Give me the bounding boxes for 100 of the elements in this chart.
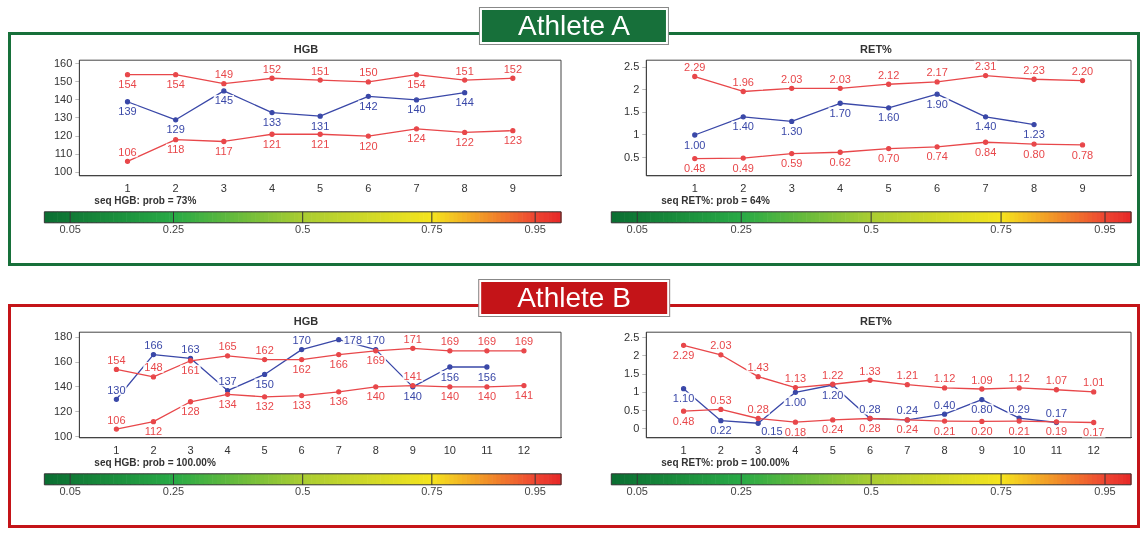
data-label: 154 [166, 78, 185, 91]
x-tick-label: 7 [982, 182, 989, 195]
color-bar-label: 0.05 [626, 485, 648, 498]
data-label: 1.33 [859, 364, 881, 377]
x-tick-label: 5 [885, 182, 892, 195]
data-label: 0.24 [822, 423, 844, 436]
y-tick-label: 1.5 [623, 105, 640, 118]
data-label: 140 [407, 103, 426, 116]
data-label: 2.03 [781, 72, 803, 85]
data-label: 151 [311, 64, 330, 77]
data-label: 1.90 [926, 97, 948, 110]
x-tick-label: 2 [172, 182, 179, 195]
data-label: 141 [403, 370, 422, 383]
data-label: 152 [503, 62, 523, 75]
data-label: 150 [359, 66, 378, 79]
x-tick-label: 3 [220, 182, 227, 195]
y-tick-label: 2.5 [623, 60, 640, 73]
data-label: 165 [218, 340, 237, 353]
data-label: 154 [407, 78, 426, 91]
data-label: 0.59 [781, 157, 803, 170]
data-label: 1.12 [933, 372, 956, 385]
color-bar-label: 0.5 [295, 485, 311, 498]
color-bar-label: 0.5 [295, 223, 311, 236]
x-tick-label: 2 [740, 182, 747, 195]
data-label: 140 [366, 390, 385, 403]
data-label: 0.49 [732, 161, 754, 174]
data-label: 169 [514, 335, 534, 348]
x-tick-label: 4 [268, 182, 276, 195]
x-tick-label: 3 [755, 444, 762, 457]
color-bar-label: 0.75 [421, 485, 443, 498]
x-tick-label: 9 [1079, 182, 1086, 195]
color-bar-label: 0.5 [863, 223, 879, 236]
color-bar-label: 0.25 [730, 485, 752, 498]
data-label: 106 [118, 145, 137, 158]
x-tick-label: 7 [335, 444, 342, 457]
data-label: 0.80 [1023, 147, 1045, 160]
x-tick-label: 6 [866, 444, 874, 457]
data-label: 169 [366, 354, 385, 367]
data-label: 0.84 [974, 145, 997, 158]
x-tick-label: 3 [788, 182, 795, 195]
data-label: 0.48 [684, 162, 706, 175]
color-bar-label: 0.5 [863, 485, 879, 498]
data-label: 1.60 [877, 111, 900, 124]
data-label: 2.03 [829, 72, 851, 85]
data-label: 145 [214, 94, 234, 107]
data-label: 133 [262, 116, 282, 129]
y-tick-label: 160 [53, 355, 73, 368]
color-bar-label: 0.95 [524, 485, 546, 498]
data-label: 2.17 [926, 66, 948, 79]
y-tick-label: 120 [53, 404, 73, 417]
data-label: 0.40 [933, 398, 956, 411]
data-label: 140 [440, 390, 460, 403]
y-tick-label: 140 [53, 379, 73, 392]
data-label: 0.29 [1008, 402, 1030, 415]
data-label: 0.20 [971, 424, 993, 437]
data-label: 133 [292, 399, 311, 412]
color-bar-label: 0.95 [1094, 223, 1116, 236]
data-label: 1.40 [974, 120, 997, 133]
data-label: 1.23 [1023, 128, 1045, 141]
x-tick-label: 6 [365, 182, 372, 195]
color-bar-label: 0.95 [1094, 485, 1116, 498]
y-tick-label: 0.5 [623, 403, 640, 416]
color-bar-label: 0.05 [59, 223, 81, 236]
y-tick-label: 140 [53, 92, 73, 105]
data-label: 0.24 [896, 404, 919, 417]
data-label: 151 [455, 64, 474, 77]
data-label: 169 [477, 335, 497, 348]
y-tick-label: 2 [633, 82, 640, 95]
color-bar-label: 0.95 [524, 223, 546, 236]
data-label: 1.30 [781, 124, 803, 137]
x-tick-label: 2 [150, 444, 157, 457]
y-tick-label: 180 [53, 330, 73, 343]
data-label: 0.62 [829, 155, 851, 168]
data-label: 2.31 [974, 60, 997, 73]
data-label: 2.12 [877, 68, 900, 81]
data-label: 161 [181, 364, 200, 377]
data-label: 117 [215, 145, 233, 158]
x-tick-label: 5 [261, 444, 268, 457]
data-label: 170 [292, 334, 311, 347]
y-tick-label: 1.5 [623, 367, 640, 380]
data-label: 170 [366, 334, 385, 347]
data-label: 137 [218, 375, 237, 388]
data-label: 123 [503, 134, 523, 147]
x-tick-label: 1 [680, 444, 687, 457]
color-bar-label: 0.25 [730, 223, 752, 236]
data-label: 148 [144, 361, 163, 374]
data-label: 166 [329, 358, 348, 371]
data-label: 128 [181, 405, 200, 418]
x-tick-label: 12 [517, 444, 531, 457]
x-tick-label: 8 [461, 182, 468, 195]
data-label: 0.80 [971, 403, 993, 416]
chart-title: RET% [860, 314, 893, 327]
color-bar-label: 0.75 [421, 223, 443, 236]
data-label: 1.22 [822, 368, 844, 381]
data-label: 2.03 [710, 339, 732, 352]
data-label: 0.74 [926, 150, 948, 163]
data-label: 130 [107, 383, 126, 396]
text: seq HGB: prob = 73% [94, 194, 197, 206]
x-tick-label: 2 [717, 444, 724, 457]
data-label: 1.43 [747, 361, 769, 374]
